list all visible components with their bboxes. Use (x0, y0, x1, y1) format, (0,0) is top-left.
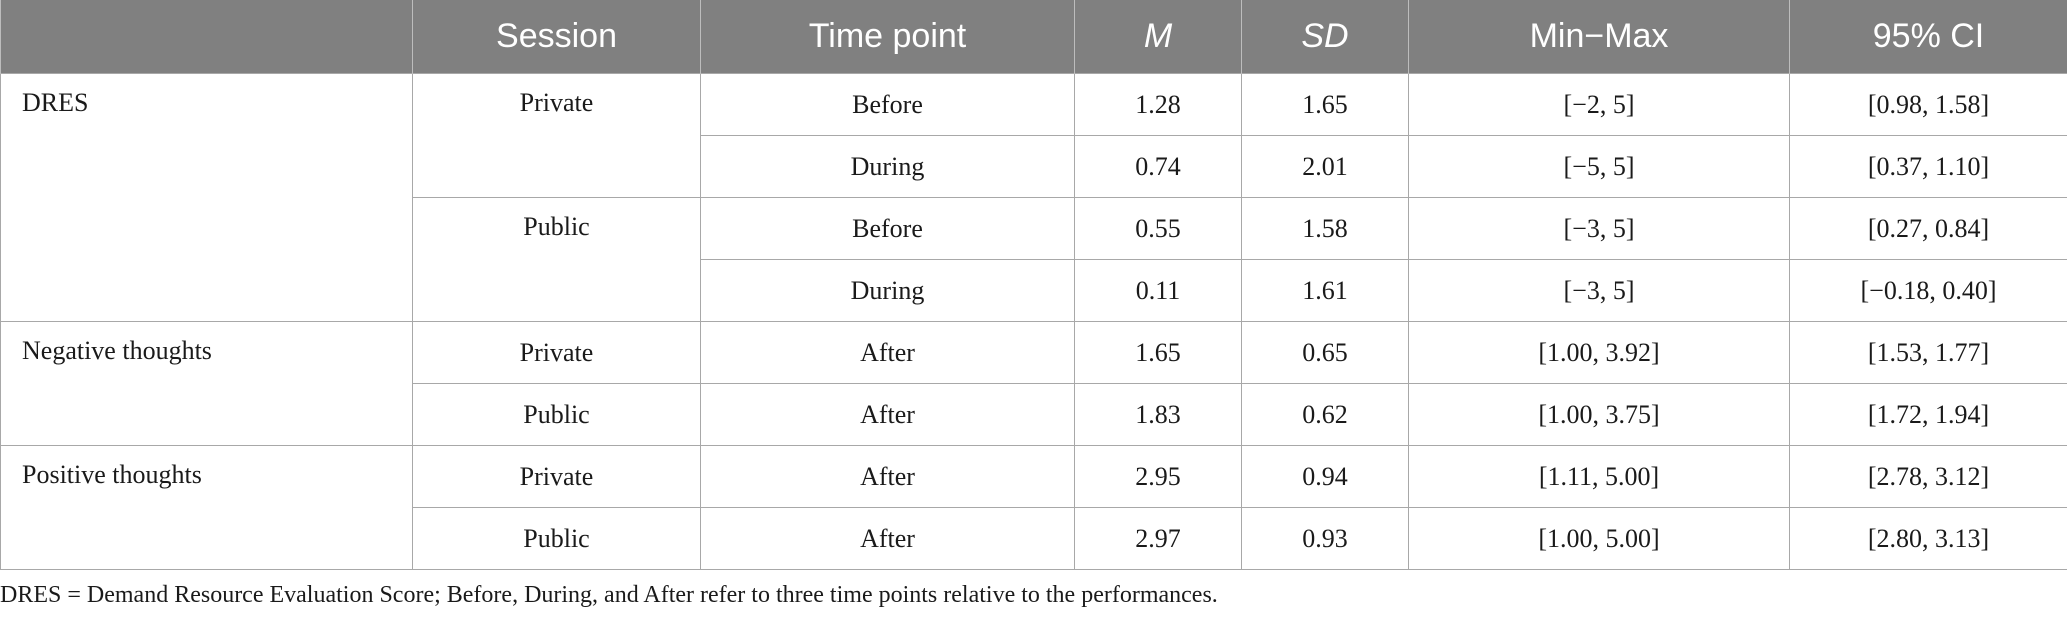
session-cell: Private (412, 445, 701, 508)
min-max-cell: [1.00, 3.75] (1408, 383, 1790, 446)
min-max-cell: [1.11, 5.00] (1408, 445, 1790, 508)
mean-cell: 2.95 (1074, 445, 1242, 508)
header-row: Session Time point M SD Min−Max 95% CI (0, 0, 2067, 74)
time-point-cell: Before (700, 73, 1075, 136)
ci-cell: [0.37, 1.10] (1789, 135, 2067, 198)
header-min-max: Min−Max (1408, 0, 1790, 74)
min-max-cell: [−3, 5] (1408, 197, 1790, 260)
min-max-cell: [1.00, 3.92] (1408, 321, 1790, 384)
time-point-cell: After (700, 321, 1075, 384)
mean-cell: 1.28 (1074, 73, 1242, 136)
ci-cell: [−0.18, 0.40] (1789, 259, 2067, 322)
header-sd: SD (1241, 0, 1409, 74)
header-measure (0, 0, 413, 74)
min-max-cell: [−3, 5] (1408, 259, 1790, 322)
mean-cell: 1.83 (1074, 383, 1242, 446)
session-cell: Public (412, 383, 701, 446)
table-row: Positive thoughts Private After 2.95 0.9… (0, 445, 2067, 570)
time-point-cell: Before (700, 197, 1075, 260)
mean-cell: 2.97 (1074, 507, 1242, 570)
descriptive-statistics-table: Session Time point M SD Min−Max 95% CI D… (0, 0, 2067, 570)
mean-cell: 0.11 (1074, 259, 1242, 322)
sd-cell: 2.01 (1241, 135, 1409, 198)
session-cell: Public (412, 507, 701, 570)
time-point-cell: During (700, 135, 1075, 198)
session-cell: Private (412, 321, 701, 384)
ci-cell: [2.78, 3.12] (1789, 445, 2067, 508)
ci-cell: [1.53, 1.77] (1789, 321, 2067, 384)
measure-label: Negative thoughts (0, 321, 413, 446)
min-max-cell: [−2, 5] (1408, 73, 1790, 136)
mean-cell: 0.55 (1074, 197, 1242, 260)
sd-cell: 0.62 (1241, 383, 1409, 446)
table-row: Negative thoughts Private After 1.65 0.6… (0, 321, 2067, 446)
mean-cell: 0.74 (1074, 135, 1242, 198)
mean-cell: 1.65 (1074, 321, 1242, 384)
header-time-point: Time point (700, 0, 1075, 74)
ci-cell: [2.80, 3.13] (1789, 507, 2067, 570)
time-point-cell: After (700, 383, 1075, 446)
table-row: Public Before 0.55 1.58 [−3, 5] [0.27, 0… (1, 197, 2067, 322)
time-point-cell: After (700, 445, 1075, 508)
sd-cell: 1.61 (1241, 259, 1409, 322)
header-session: Session (412, 0, 701, 74)
table-footnote: DRES = Demand Resource Evaluation Score;… (0, 582, 1218, 608)
ci-cell: [0.98, 1.58] (1789, 73, 2067, 136)
sd-cell: 0.93 (1241, 507, 1409, 570)
min-max-cell: [1.00, 5.00] (1408, 507, 1790, 570)
header-ci: 95% CI (1789, 0, 2067, 74)
measure-label: Positive thoughts (0, 445, 413, 570)
session-cell: Public (412, 197, 701, 322)
table-row: DRES Private Before 1.28 1.65 [−2, 5] [0… (0, 73, 2067, 322)
session-cell: Private (412, 73, 701, 198)
time-point-cell: After (700, 507, 1075, 570)
sd-cell: 0.65 (1241, 321, 1409, 384)
sd-cell: 0.94 (1241, 445, 1409, 508)
header-mean: M (1074, 0, 1242, 74)
measure-label: DRES (0, 73, 413, 322)
min-max-cell: [−5, 5] (1408, 135, 1790, 198)
table-row: During 0.11 1.61 [−3, 5] [−0.18, 0.40] (1, 259, 2067, 322)
table-row: Public After 1.83 0.62 [1.00, 3.75] [1.7… (1, 383, 2067, 446)
ci-cell: [0.27, 0.84] (1789, 197, 2067, 260)
ci-cell: [1.72, 1.94] (1789, 383, 2067, 446)
sd-cell: 1.65 (1241, 73, 1409, 136)
table-row: Public After 2.97 0.93 [1.00, 5.00] [2.8… (1, 507, 2067, 570)
sd-cell: 1.58 (1241, 197, 1409, 260)
time-point-cell: During (700, 259, 1075, 322)
